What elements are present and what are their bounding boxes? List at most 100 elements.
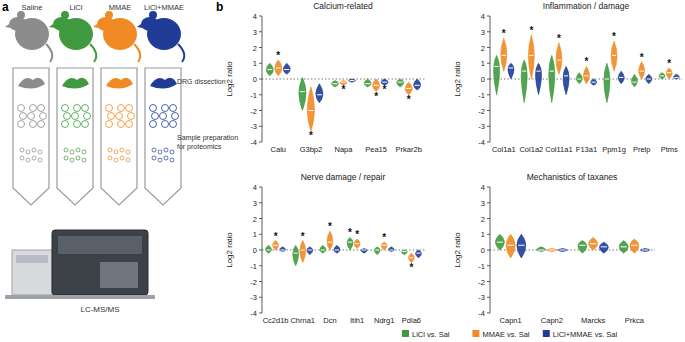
median <box>605 79 609 80</box>
x-tick-label: Itih1 <box>350 316 364 325</box>
legend-label: LiCl vs. Sal <box>412 330 450 339</box>
chart: Inflammation / damageLog2 ratio-4-3-2-10… <box>453 1 683 154</box>
violin <box>273 241 279 250</box>
violin <box>331 81 338 87</box>
median <box>660 75 664 76</box>
violin <box>563 66 569 94</box>
y-tick <box>487 202 490 203</box>
median <box>328 242 332 243</box>
significance: * <box>612 31 616 42</box>
y-tick-label: 3 <box>253 199 257 208</box>
y-tick <box>259 250 262 251</box>
violin <box>316 84 323 103</box>
median <box>536 71 540 72</box>
cell <box>38 105 45 112</box>
y-tick-label: -4 <box>478 309 485 318</box>
cell <box>162 105 169 112</box>
median <box>382 82 387 83</box>
violin <box>591 79 597 85</box>
axis-title: Log2 ratio <box>453 232 462 268</box>
significance: * <box>585 56 589 67</box>
protein <box>120 156 124 160</box>
y-tick <box>487 250 490 251</box>
violin <box>631 74 637 87</box>
median <box>317 94 322 95</box>
y-tick <box>259 142 262 143</box>
y-tick <box>487 94 490 95</box>
y-tick-label: 1 <box>481 230 485 239</box>
diagram: SalineLiClMMAELiCl+MMAEDRG dissectionSam… <box>5 3 238 314</box>
tube <box>13 68 49 205</box>
protein <box>20 156 24 160</box>
cell <box>108 113 115 120</box>
violin <box>576 73 582 84</box>
protein <box>114 150 118 154</box>
tube-outline <box>101 68 137 205</box>
x-tick-label: Dcn <box>323 316 336 325</box>
y-tick-label: 3 <box>481 28 485 37</box>
median <box>522 71 526 72</box>
protein <box>158 150 162 154</box>
y-tick <box>487 218 490 219</box>
drg <box>150 78 177 89</box>
cell <box>152 113 159 120</box>
y-tick <box>259 31 262 32</box>
violin <box>673 74 679 79</box>
y-tick-label: -4 <box>250 138 257 147</box>
y-tick-label: -1 <box>250 91 257 100</box>
y-tick <box>259 47 262 48</box>
y-tick <box>259 313 262 314</box>
violin <box>416 250 422 258</box>
cell <box>72 113 79 120</box>
mouse-tail <box>46 44 52 62</box>
cell <box>118 121 125 128</box>
protein <box>32 148 36 152</box>
x-tick-label: Col11a1 <box>545 145 572 154</box>
significance: * <box>409 262 413 273</box>
legend-label: LiCl+MMAE vs. Sal <box>553 330 618 339</box>
y-tick <box>259 94 262 95</box>
protein <box>64 156 68 160</box>
x-tick-label: Ppm1g <box>602 145 626 154</box>
median <box>579 245 585 246</box>
significance-labels: ****** <box>276 50 410 141</box>
violin <box>639 62 645 79</box>
violin <box>583 66 589 83</box>
violin <box>666 68 672 79</box>
mouse-head <box>141 17 159 31</box>
violin <box>361 248 367 253</box>
cell <box>18 105 25 112</box>
tube-outline <box>145 68 181 205</box>
y-tick-label: -2 <box>478 278 485 287</box>
y-tick <box>487 79 490 80</box>
cell <box>74 121 81 128</box>
y-tick-label: 1 <box>253 59 257 68</box>
significance: * <box>502 28 506 39</box>
protein <box>70 158 74 162</box>
tube <box>57 68 93 205</box>
protein <box>114 158 118 162</box>
chart-title: Mechanistics of taxanes <box>527 172 618 182</box>
cell <box>118 105 125 112</box>
median <box>509 67 513 68</box>
y-tick <box>487 126 490 127</box>
median <box>365 83 370 84</box>
median <box>559 250 565 251</box>
significance: * <box>529 25 533 36</box>
chart-title: Inflammation / damage <box>543 1 630 11</box>
protein <box>26 150 30 154</box>
median <box>538 250 544 251</box>
mouse-nose <box>5 24 11 28</box>
y-tick <box>259 79 262 80</box>
drg <box>18 78 45 89</box>
median <box>667 72 671 73</box>
protein <box>38 150 42 154</box>
group-label: Saline <box>22 3 43 12</box>
x-tick-label: Col1a2 <box>519 145 543 154</box>
median <box>300 91 305 92</box>
y-tick <box>487 234 490 235</box>
axis-title: Log2 ratio <box>453 61 462 97</box>
y-tick-label: 0 <box>253 75 257 84</box>
instrument-label: LC-MS/MS <box>80 305 119 314</box>
x-tick-label: Capn1 <box>500 316 522 325</box>
